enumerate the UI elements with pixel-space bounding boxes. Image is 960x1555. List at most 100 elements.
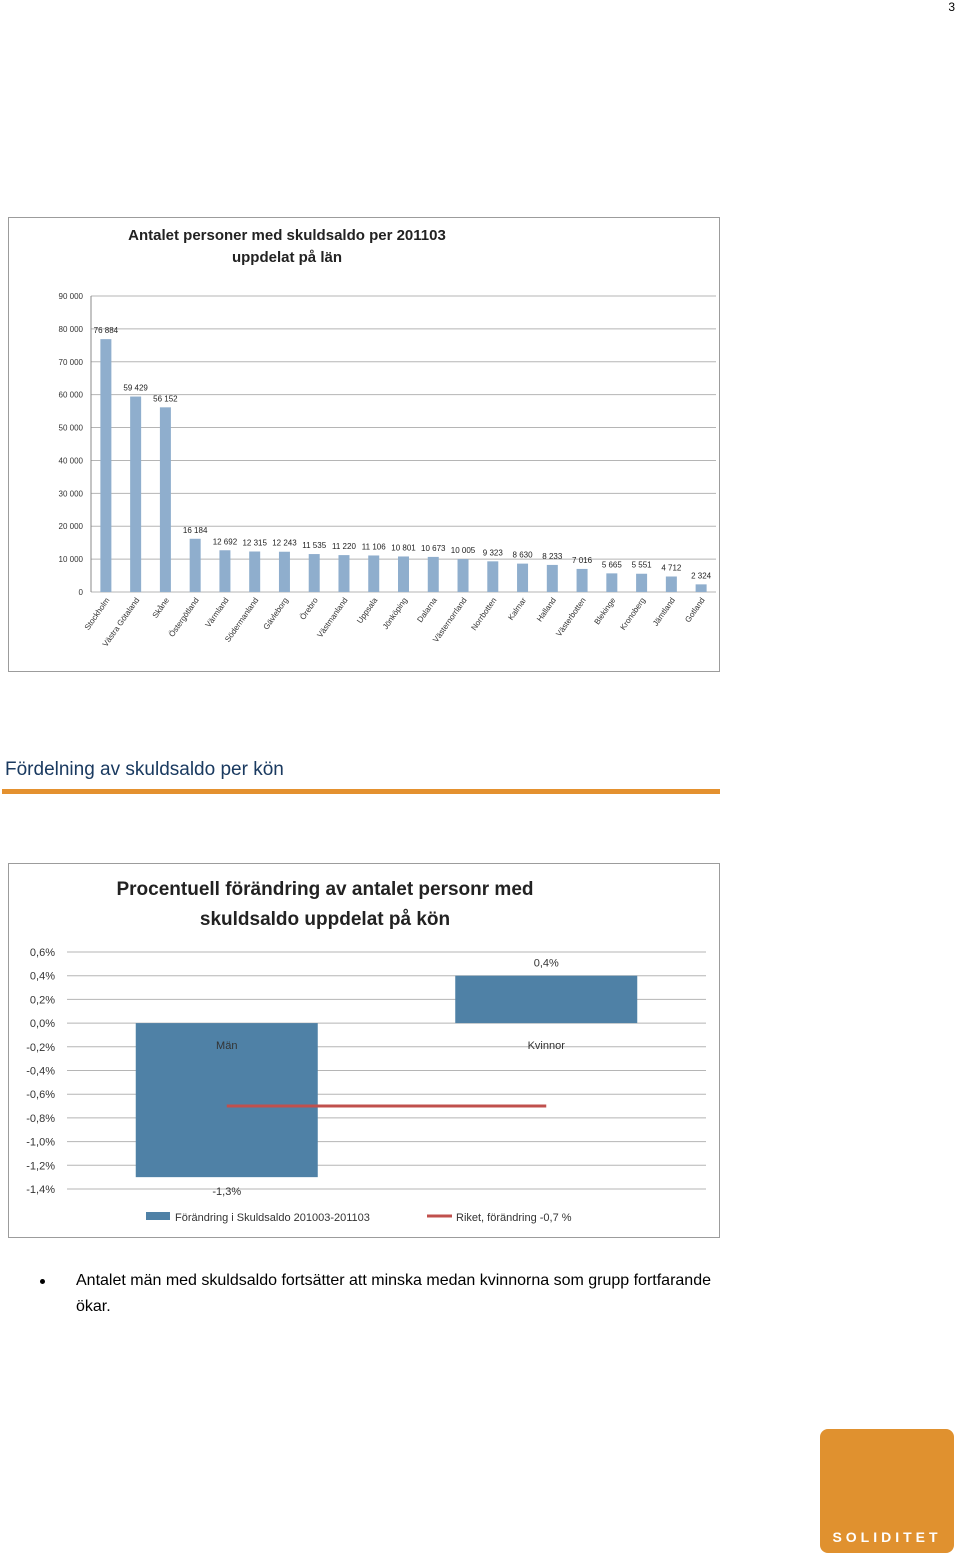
y-tick-label: -0,8% bbox=[26, 1113, 55, 1125]
x-tick-label: Västerbotten bbox=[554, 596, 587, 638]
bar bbox=[487, 561, 499, 592]
county-chart-svg: Antalet personer med skuldsaldo per 2011… bbox=[59, 227, 716, 649]
x-tick-label: Stockholm bbox=[83, 596, 112, 632]
y-tick-label: 60 000 bbox=[59, 391, 84, 400]
bar-value-label: 8 630 bbox=[513, 551, 534, 560]
y-tick-label: -1,2% bbox=[26, 1160, 55, 1172]
y-tick-label: -0,4% bbox=[26, 1066, 55, 1078]
bar bbox=[278, 551, 290, 592]
bar bbox=[100, 339, 112, 592]
bar-value-label: 11 106 bbox=[362, 542, 386, 551]
x-tick-label: Kalmar bbox=[506, 596, 528, 622]
bar bbox=[368, 555, 380, 592]
x-tick-label: Norrbotten bbox=[469, 596, 498, 632]
x-tick-label: Kronoberg bbox=[618, 596, 647, 632]
bar-value-label: 12 243 bbox=[272, 539, 297, 548]
x-tick-label: Kvinnor bbox=[528, 1040, 566, 1052]
bar-value-label: 10 801 bbox=[391, 543, 416, 552]
x-tick-label: Halland bbox=[535, 596, 558, 623]
x-tick-label: Jönköping bbox=[381, 596, 409, 631]
logo-text: SOLIDITET bbox=[832, 1529, 942, 1545]
section-heading: Fördelning av skuldsaldo per kön bbox=[5, 759, 284, 780]
bar-value-label: 11 535 bbox=[302, 541, 326, 550]
x-tick-label: Örebro bbox=[298, 596, 320, 622]
bar-value-label: 5 665 bbox=[602, 560, 623, 569]
x-tick-label: Skåne bbox=[151, 596, 172, 620]
y-tick-label: 80 000 bbox=[59, 325, 84, 334]
bar-value-label: 9 323 bbox=[483, 548, 504, 557]
bar bbox=[517, 563, 529, 592]
legend-line-label: Riket, förändring -0,7 % bbox=[456, 1212, 572, 1224]
x-tick-label: Gotland bbox=[683, 596, 706, 624]
y-tick-label: 0,2% bbox=[30, 994, 55, 1006]
y-tick-label: 0,6% bbox=[30, 947, 55, 959]
bar bbox=[606, 573, 618, 592]
heading-rule bbox=[2, 789, 720, 794]
bar bbox=[695, 584, 707, 592]
x-tick-label: Östergötland bbox=[167, 596, 201, 639]
bar bbox=[219, 550, 231, 592]
bar-value-label: 10 673 bbox=[421, 544, 446, 553]
y-tick-label: 90 000 bbox=[59, 292, 84, 301]
bar bbox=[546, 564, 558, 592]
bullet-item: Antalet män med skuldsaldo fortsätter at… bbox=[40, 1268, 720, 1320]
bar bbox=[249, 551, 261, 592]
y-tick-label: -0,6% bbox=[26, 1089, 55, 1101]
legend-bar-swatch bbox=[146, 1212, 170, 1220]
x-tick-label: Blekinge bbox=[592, 596, 617, 627]
bar bbox=[636, 573, 648, 592]
gender-chart-subtitle: skuldsaldo uppdelat på kön bbox=[200, 909, 450, 930]
legend-bar-label: Förändring i Skuldsaldo 201003-201103 bbox=[175, 1212, 370, 1224]
gender-chart: Procentuell förändring av antalet person… bbox=[8, 863, 720, 1238]
bullet-text: Antalet män med skuldsaldo fortsätter at… bbox=[76, 1272, 711, 1315]
bar-value-label: 16 184 bbox=[183, 526, 208, 535]
bar bbox=[159, 407, 171, 592]
bullet-list: Antalet män med skuldsaldo fortsätter at… bbox=[40, 1268, 720, 1320]
bar-value-label: 8 233 bbox=[542, 552, 563, 561]
x-tick-label: Värmland bbox=[204, 596, 231, 629]
bar bbox=[455, 975, 638, 1024]
bar bbox=[665, 576, 677, 592]
bar-value-label: 11 220 bbox=[332, 542, 356, 551]
bar-value-label: 56 152 bbox=[153, 394, 178, 403]
county-chart: Antalet personer med skuldsaldo per 2011… bbox=[8, 217, 720, 672]
y-tick-label: 40 000 bbox=[59, 456, 84, 465]
bar-value-label: 12 315 bbox=[242, 538, 267, 547]
bar bbox=[130, 396, 142, 592]
y-tick-label: 70 000 bbox=[59, 358, 84, 367]
y-tick-label: -1,4% bbox=[26, 1184, 55, 1196]
bar bbox=[308, 554, 320, 592]
y-tick-label: 10 000 bbox=[59, 555, 84, 564]
bar-value-label: 10 005 bbox=[451, 546, 476, 555]
bar bbox=[398, 556, 409, 592]
bullet-dot-icon bbox=[40, 1279, 45, 1284]
y-tick-label: 50 000 bbox=[59, 424, 84, 433]
y-tick-label: 0 bbox=[79, 588, 84, 597]
bar-value-label: 7 016 bbox=[572, 556, 593, 565]
x-tick-label: Jämtland bbox=[651, 596, 677, 628]
bar bbox=[576, 568, 588, 592]
bar bbox=[338, 555, 350, 592]
bar bbox=[135, 1023, 318, 1178]
y-tick-label: -0,2% bbox=[26, 1042, 55, 1054]
bar-value-label: -1,3% bbox=[212, 1186, 241, 1198]
bar-value-label: 0,4% bbox=[534, 958, 559, 970]
gender-chart-svg: Procentuell förändring av antalet person… bbox=[26, 879, 706, 1224]
x-tick-label: Uppsala bbox=[355, 596, 380, 626]
y-tick-label: 30 000 bbox=[59, 489, 84, 498]
soliditet-logo: SOLIDITET bbox=[820, 1429, 954, 1553]
bar-value-label: 2 324 bbox=[691, 571, 712, 580]
bar-value-label: 5 551 bbox=[632, 561, 653, 570]
bar bbox=[457, 559, 469, 592]
county-chart-title: Antalet personer med skuldsaldo per 2011… bbox=[128, 227, 446, 244]
bar-value-label: 4 712 bbox=[661, 564, 682, 573]
y-tick-label: 0,4% bbox=[30, 971, 55, 983]
bar bbox=[189, 538, 201, 592]
gender-chart-title: Procentuell förändring av antalet person… bbox=[116, 879, 533, 900]
x-tick-label: Gävleborg bbox=[262, 596, 291, 631]
x-tick-label: Västmanland bbox=[315, 596, 349, 639]
bar-value-label: 76 884 bbox=[94, 326, 119, 335]
page-number: 3 bbox=[948, 0, 955, 14]
x-tick-label: Män bbox=[216, 1040, 237, 1052]
y-tick-label: 0,0% bbox=[30, 1018, 55, 1030]
